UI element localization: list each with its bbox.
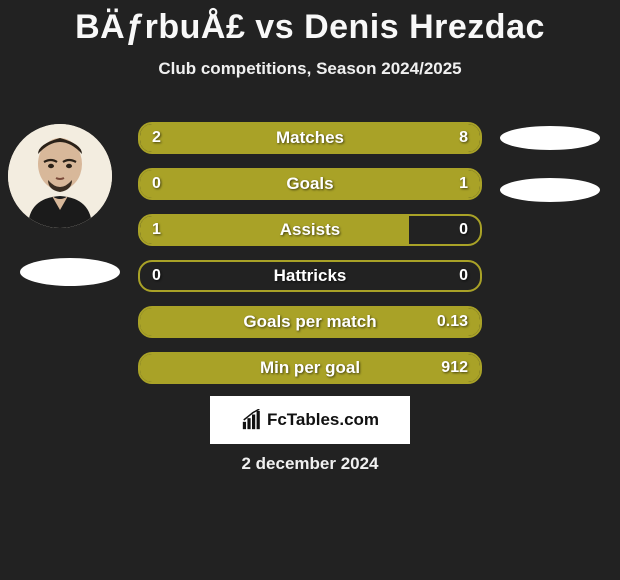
stat-row-goals: 0 Goals 1 [138, 168, 482, 200]
subtitle: Club competitions, Season 2024/2025 [0, 59, 620, 79]
stat-label: Matches [140, 124, 480, 152]
stat-value-right: 8 [459, 124, 468, 152]
stat-label: Assists [140, 216, 480, 244]
date-label: 2 december 2024 [0, 454, 620, 474]
stat-value-right: 0 [459, 216, 468, 244]
stat-row-assists: 1 Assists 0 [138, 214, 482, 246]
stat-label: Goals [140, 170, 480, 198]
stat-row-hattricks: 0 Hattricks 0 [138, 260, 482, 292]
branding-banner: FcTables.com [210, 396, 410, 444]
stat-label: Goals per match [140, 308, 480, 336]
stat-value-right: 912 [441, 354, 468, 382]
player-right-badge-ellipse [500, 178, 600, 202]
stat-label: Hattricks [140, 262, 480, 290]
branding-label: FcTables.com [267, 410, 379, 430]
player-left-badge-ellipse [20, 258, 120, 286]
stats-container: 2 Matches 8 0 Goals 1 1 Assists 0 0 Hatt… [138, 122, 482, 398]
branding-text: FcTables.com [241, 409, 379, 431]
chart-icon [241, 409, 263, 431]
stat-value-right: 1 [459, 170, 468, 198]
player-left-avatar [8, 124, 112, 228]
stat-label: Min per goal [140, 354, 480, 382]
stat-row-min-per-goal: Min per goal 912 [138, 352, 482, 384]
page-title: BÄƒrbuÅ£ vs Denis Hrezdac [0, 0, 620, 47]
stat-row-matches: 2 Matches 8 [138, 122, 482, 154]
stat-value-right: 0.13 [437, 308, 468, 336]
player-right-avatar-ellipse [500, 126, 600, 150]
stat-value-right: 0 [459, 262, 468, 290]
stat-row-goals-per-match: Goals per match 0.13 [138, 306, 482, 338]
